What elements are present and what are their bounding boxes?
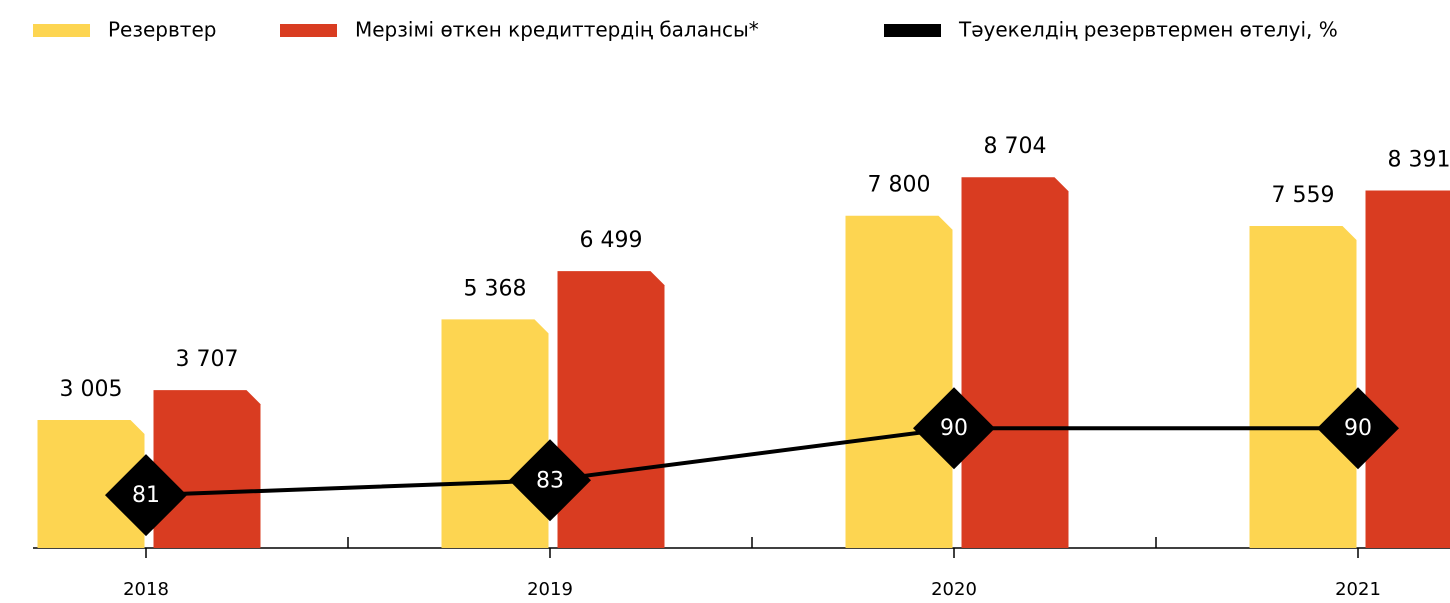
bar	[153, 390, 261, 548]
value-label: 5 368	[464, 276, 527, 301]
value-label: 7 800	[868, 173, 931, 198]
x-tick-label: 2018	[123, 579, 169, 600]
legend-label: Резервтер	[108, 18, 216, 42]
marker	[1317, 387, 1399, 470]
value-label: 8 391	[1388, 148, 1450, 173]
marker-label: 90	[940, 416, 968, 441]
x-tick-label: 2019	[527, 579, 573, 600]
bar	[557, 271, 665, 548]
bar	[961, 177, 1069, 548]
marker	[105, 454, 187, 537]
value-label: 8 704	[984, 134, 1047, 159]
legend-swatch	[33, 24, 90, 37]
bar	[441, 319, 549, 548]
marker	[913, 387, 995, 470]
bar	[1249, 225, 1357, 548]
legend-swatch	[280, 24, 337, 37]
value-label: 3 005	[60, 377, 123, 402]
legend-swatch	[884, 24, 941, 37]
value-label: 3 707	[176, 347, 239, 372]
x-tick-label: 2021	[1335, 579, 1381, 600]
value-label: 7 559	[1272, 183, 1335, 208]
marker-label: 81	[132, 483, 160, 508]
value-label: 6 499	[580, 228, 643, 253]
marker	[509, 439, 591, 522]
line	[145, 426, 1358, 498]
legend-label: Тәуекелдің резервтермен өтелуі, %	[958, 18, 1338, 42]
bar	[37, 419, 145, 548]
legend-label: Мерзімі өткен кредиттердің балансы*	[355, 18, 759, 42]
bar	[845, 215, 953, 548]
marker-label: 90	[1344, 416, 1372, 441]
x-tick-label: 2020	[931, 579, 977, 600]
bar	[1365, 190, 1450, 548]
marker-label: 83	[536, 468, 564, 493]
